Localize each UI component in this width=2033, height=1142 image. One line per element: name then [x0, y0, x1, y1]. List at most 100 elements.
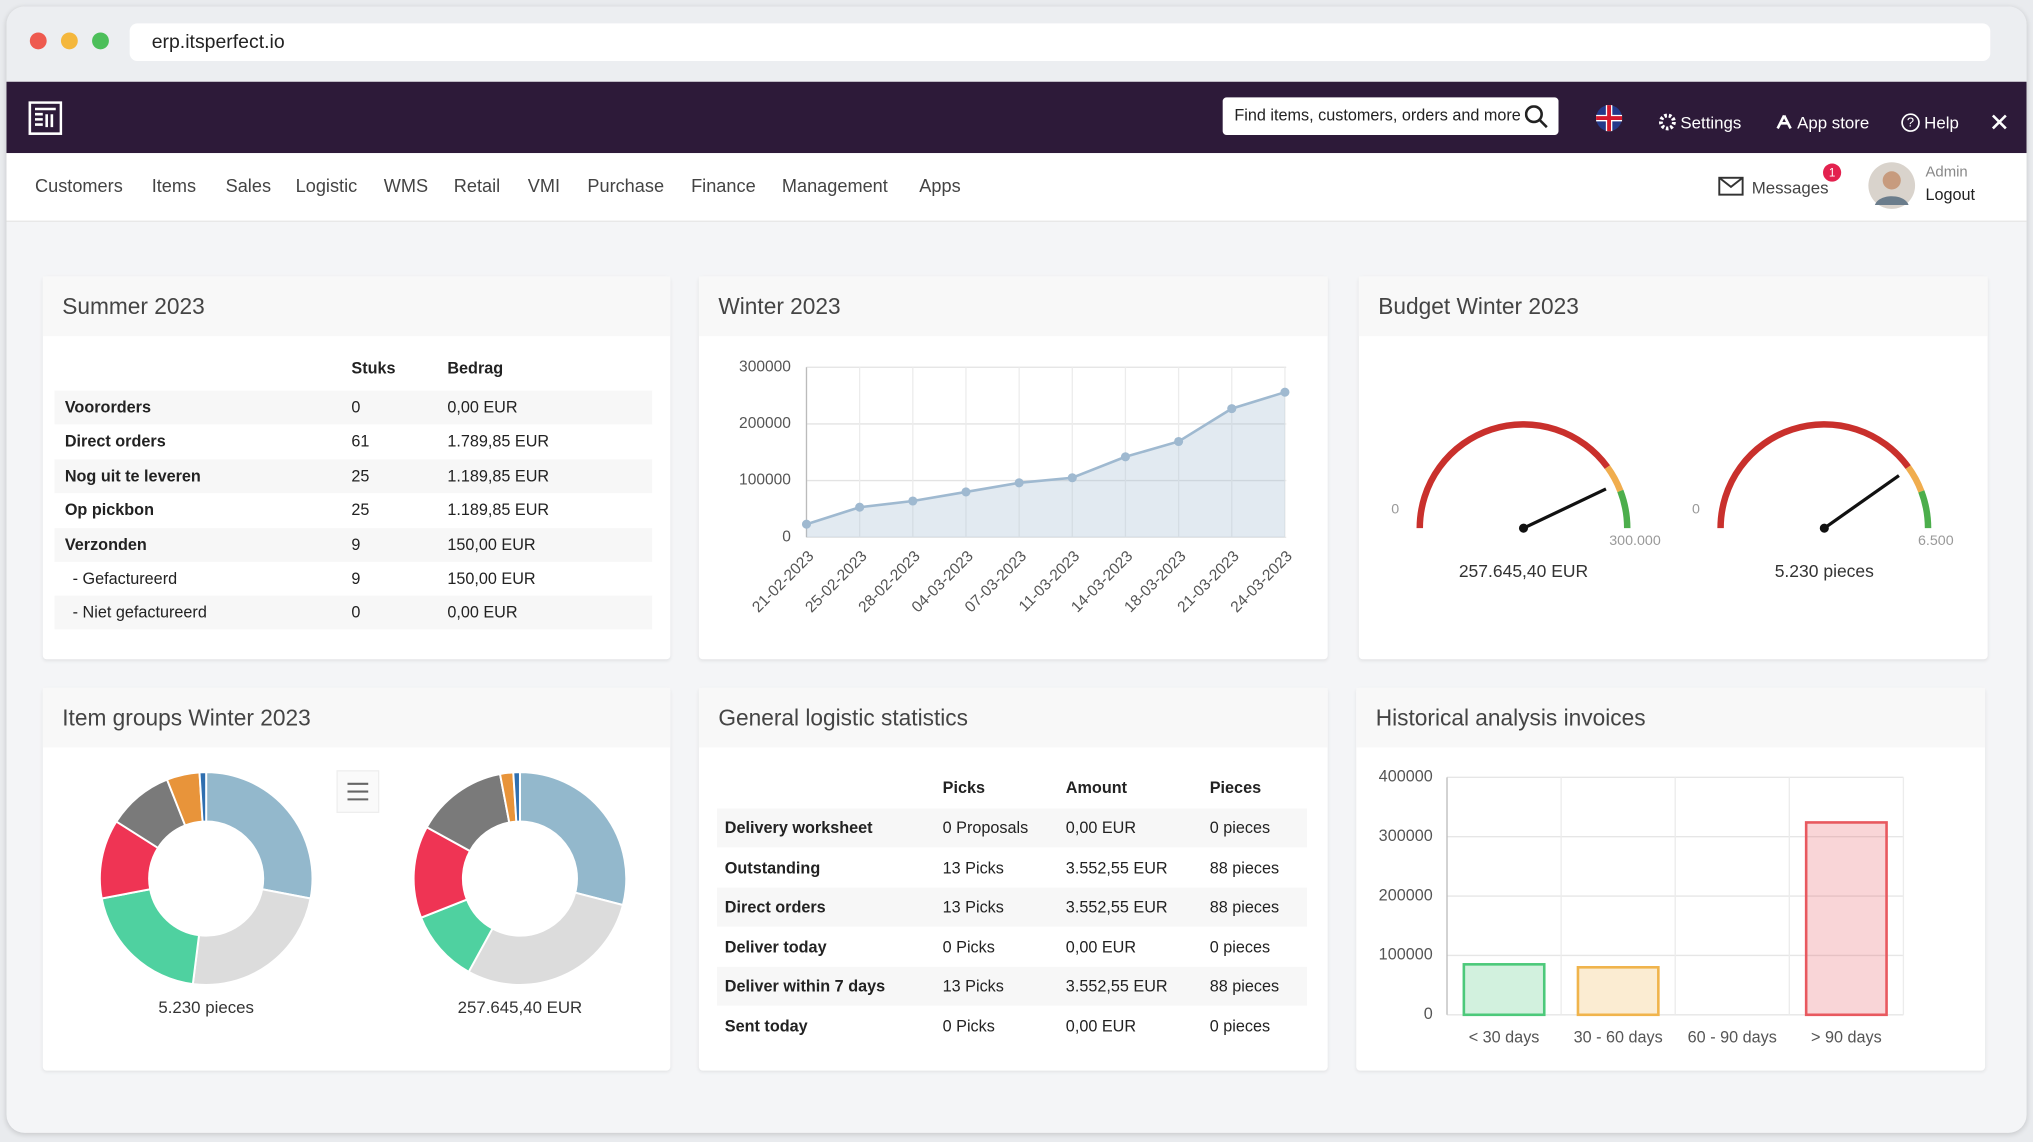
settings-link[interactable]: Settings	[1680, 112, 1742, 133]
nav-item[interactable]: WMS	[383, 175, 429, 196]
table-cell: 88 pieces	[1209, 898, 1280, 917]
table-cell: 0,00 EUR	[1065, 818, 1137, 838]
help-link[interactable]: Help	[1924, 112, 1959, 133]
nav-item[interactable]: VMI	[527, 175, 560, 196]
search-box[interactable]: Find items, customers, orders and more	[1222, 97, 1559, 135]
avatar[interactable]	[1867, 161, 1916, 210]
settings-icon	[1658, 113, 1676, 131]
row-stripe	[54, 459, 653, 493]
flag-icon[interactable]	[1595, 104, 1624, 133]
line	[806, 390, 1286, 526]
y-tick-label: 0	[1424, 1005, 1433, 1023]
point	[1120, 452, 1130, 462]
table-cell: 0 Picks	[942, 1017, 995, 1036]
point	[1280, 387, 1290, 397]
row-label: Delivery worksheet	[724, 818, 873, 838]
table-cell: 61	[351, 432, 370, 451]
maximize-button[interactable]	[92, 32, 109, 50]
messages-link[interactable]: Messages	[1751, 177, 1829, 198]
gauge-tick-label: 0	[1692, 502, 1700, 518]
url-bar[interactable]: erp.itsperfect.io	[129, 23, 1991, 61]
close-button[interactable]	[29, 32, 47, 50]
table-cell: 0,00 EUR	[447, 603, 518, 623]
table-cell: 0	[351, 398, 361, 417]
app-store-icon	[1776, 114, 1792, 130]
gauge-band	[1617, 489, 1631, 529]
table-cell: 0 pieces	[1209, 818, 1271, 838]
logo[interactable]	[28, 101, 63, 135]
table-cell: 1.789,85 EUR	[447, 432, 550, 451]
table-cell: 0 pieces	[1209, 937, 1271, 957]
tools-icon[interactable]	[1990, 113, 2008, 131]
card-title: Summer 2023	[42, 276, 671, 337]
table-cell: 0 pieces	[1209, 1017, 1271, 1036]
svg-text:?: ?	[1907, 115, 1914, 130]
row-stripe	[54, 596, 653, 630]
y-tick-label: 300000	[739, 358, 791, 375]
bar	[1804, 821, 1888, 1017]
table-cell: 9	[351, 569, 361, 588]
nav-item[interactable]: Retail	[453, 175, 501, 196]
x-tick-label: 30 - 60 days	[1574, 1028, 1663, 1046]
table-cell: 0 Proposals	[942, 818, 1029, 838]
row-stripe	[717, 808, 1307, 848]
table-cell: 0,00 EUR	[1065, 937, 1137, 957]
card-title: Winter 2023	[698, 276, 1328, 337]
gauge-needle	[1823, 474, 1900, 530]
app-store-link[interactable]: App store	[1797, 112, 1870, 133]
logistic-card: General logistic statistics Picks Amount Pi…	[698, 687, 1328, 1071]
gauge-tick-label: 0	[1391, 502, 1399, 518]
mail-icon	[1718, 176, 1744, 196]
table-cell: 13 Picks	[942, 858, 1004, 877]
row-stripe	[54, 527, 653, 562]
budget-card: Budget Winter 2023	[1358, 276, 1988, 660]
table-cell: 25	[351, 501, 370, 520]
search-placeholder: Find items, customers, orders and more	[1234, 106, 1521, 125]
needle-hub	[1518, 523, 1529, 533]
row-label: Deliver within 7 days	[724, 977, 886, 996]
row-label: Deliver today	[724, 937, 827, 957]
nav-item[interactable]: Items	[151, 175, 197, 196]
invoices-card: Historical analysis invoices	[1356, 687, 1986, 1071]
bar	[1576, 966, 1660, 1017]
row-label: Direct orders	[64, 432, 166, 451]
point	[1174, 436, 1184, 447]
column-header: Picks	[942, 778, 985, 797]
search-icon	[1524, 105, 1548, 129]
chart-menu-icon[interactable]	[336, 770, 380, 814]
row-label: Op pickbon	[64, 501, 154, 520]
nav-item[interactable]: Sales	[225, 175, 272, 196]
minimize-button[interactable]	[60, 32, 78, 50]
table-cell: 1.189,85 EUR	[447, 466, 550, 486]
user-name: Admin	[1925, 164, 1968, 181]
gauge-needle	[1522, 487, 1607, 530]
row-label: - Gefactureerd	[72, 569, 178, 588]
table-cell: 88 pieces	[1209, 858, 1280, 877]
donut-segment	[518, 771, 628, 907]
nav-item[interactable]: Finance	[691, 175, 756, 196]
winter-card: Winter 2023	[698, 276, 1328, 660]
y-tick-label: 400000	[1379, 768, 1433, 786]
summer-card: Summer 2023 Stuks Bedrag Voororders 0 0,00 EU…	[42, 276, 671, 660]
nav-item[interactable]: Apps	[919, 175, 961, 196]
table-cell: 25	[351, 466, 370, 486]
gauge-tick-label: 300.000	[1609, 533, 1661, 549]
row-label: Voororders	[64, 398, 151, 417]
logout-link[interactable]: Logout	[1925, 185, 1976, 204]
donut-segment	[191, 888, 312, 986]
table-cell: 9	[351, 535, 361, 554]
donut-segment	[205, 771, 314, 900]
donut-segment	[512, 771, 521, 823]
table-cell: 1.189,85 EUR	[447, 501, 550, 520]
nav-item[interactable]: Customers	[35, 175, 123, 196]
row-stripe	[54, 390, 653, 425]
card-title: Item groups Winter 2023	[42, 687, 671, 748]
column-header: Bedrag	[447, 359, 504, 378]
gauge-band	[1905, 465, 1925, 493]
card-title: Historical analysis invoices	[1356, 687, 1986, 748]
nav-item[interactable]: Purchase	[587, 175, 665, 196]
nav-item[interactable]: Logistic	[295, 175, 358, 196]
column-header: Amount	[1065, 778, 1128, 797]
nav-item[interactable]: Management	[781, 175, 888, 196]
